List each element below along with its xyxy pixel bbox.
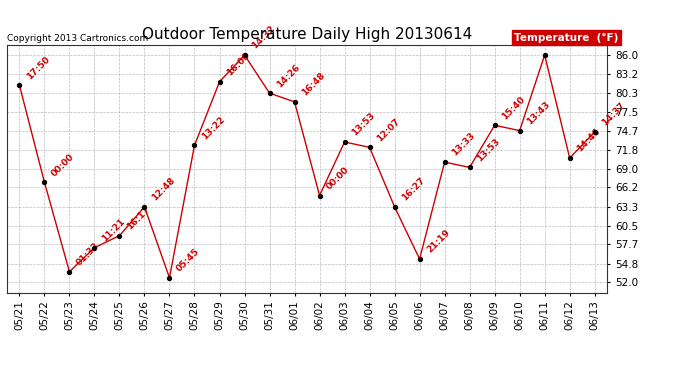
Text: 16:48: 16:48 xyxy=(300,71,327,98)
Text: 13:22: 13:22 xyxy=(200,115,226,141)
Point xyxy=(64,269,75,275)
Point xyxy=(139,204,150,210)
Text: 13:53: 13:53 xyxy=(350,111,377,138)
Point xyxy=(314,192,325,198)
Text: 00:00: 00:00 xyxy=(325,165,351,191)
Text: 11:21: 11:21 xyxy=(100,217,126,243)
Point xyxy=(289,99,300,105)
Text: 14:32: 14:32 xyxy=(250,24,277,51)
Text: 12:07: 12:07 xyxy=(375,117,402,143)
Point xyxy=(214,79,225,85)
Text: Temperature  (°F): Temperature (°F) xyxy=(514,33,618,42)
Text: 21:19: 21:19 xyxy=(425,228,452,255)
Point xyxy=(364,144,375,150)
Point xyxy=(39,179,50,185)
Point xyxy=(439,159,450,165)
Title: Outdoor Temperature Daily High 20130614: Outdoor Temperature Daily High 20130614 xyxy=(142,27,472,42)
Text: Copyright 2013 Cartronics.com: Copyright 2013 Cartronics.com xyxy=(7,33,148,42)
Point xyxy=(239,52,250,58)
Text: 14:46: 14:46 xyxy=(575,127,602,154)
Text: 13:53: 13:53 xyxy=(475,136,502,163)
Text: 16:27: 16:27 xyxy=(400,176,427,203)
Text: 01:33: 01:33 xyxy=(75,241,101,268)
Text: 05:45: 05:45 xyxy=(175,247,201,274)
Point xyxy=(539,52,550,58)
Point xyxy=(189,142,200,148)
Text: 14:37: 14:37 xyxy=(600,101,627,128)
Point xyxy=(514,128,525,134)
Point xyxy=(114,232,125,238)
Point xyxy=(264,90,275,96)
Text: 13:43: 13:43 xyxy=(525,100,552,126)
Text: 14:26: 14:26 xyxy=(275,62,302,89)
Point xyxy=(339,139,350,145)
Text: 12:48: 12:48 xyxy=(150,176,177,203)
Text: 00:00: 00:00 xyxy=(50,152,76,178)
Point xyxy=(389,204,400,210)
Text: 16:17: 16:17 xyxy=(125,205,152,231)
Text: 15:40: 15:40 xyxy=(500,94,526,121)
Text: 13:33: 13:33 xyxy=(450,131,477,158)
Point xyxy=(164,275,175,281)
Point xyxy=(414,256,425,262)
Point xyxy=(14,82,25,88)
Point xyxy=(464,164,475,170)
Text: 16:00: 16:00 xyxy=(225,51,251,78)
Text: 17:50: 17:50 xyxy=(25,54,52,81)
Point xyxy=(589,129,600,135)
Point xyxy=(564,155,575,161)
Point xyxy=(489,122,500,128)
Point xyxy=(89,244,100,250)
